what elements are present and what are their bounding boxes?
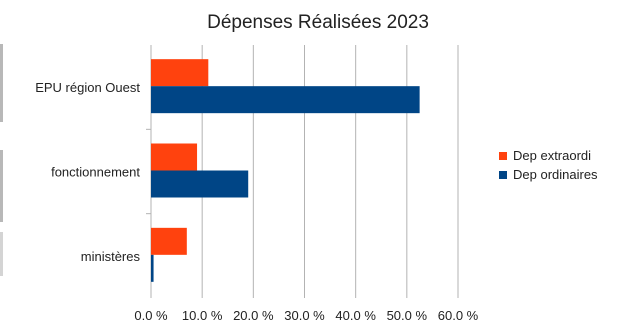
- bar-ordinaires: [151, 170, 249, 198]
- x-tick-label: 10.0 %: [182, 308, 223, 323]
- bar-extraordi: [151, 143, 198, 171]
- x-tick-label: 20.0 %: [233, 308, 274, 323]
- legend-label: Dep extraordi: [513, 148, 592, 163]
- chart-bars: [151, 59, 420, 282]
- window-edge: [0, 44, 3, 122]
- x-tick-label: 0.0 %: [134, 308, 168, 323]
- x-tick-label: 30.0 %: [284, 308, 325, 323]
- tick-labels: 0.0 % 10.0 % 20.0 % 30.0 % 40.0 % 50.0 % 60.0 …: [134, 308, 478, 323]
- legend-item: Dep extraordi: [499, 146, 598, 165]
- category-labels: EPU région Ouest fonctionnement ministères: [35, 80, 140, 264]
- bar-ordinaires: [151, 254, 154, 282]
- legend-swatch: [499, 170, 507, 179]
- category-label: EPU région Ouest: [35, 80, 140, 95]
- chart-title: Dépenses Réalisées 2023: [207, 12, 429, 33]
- legend-item: Dep ordinaires: [499, 165, 598, 184]
- x-tick-label: 60.0 %: [438, 308, 479, 323]
- chart-legend: Dep extraordi Dep ordinaires: [499, 146, 598, 184]
- bar-extraordi: [151, 227, 187, 255]
- window-edge: [0, 232, 3, 276]
- legend-label: Dep ordinaires: [513, 167, 598, 182]
- bar-ordinaires: [151, 86, 420, 114]
- x-tick-label: 50.0 %: [387, 308, 428, 323]
- category-label: ministères: [81, 249, 141, 264]
- category-label: fonctionnement: [51, 165, 140, 180]
- legend-swatch: [499, 151, 507, 160]
- window-edge: [0, 150, 3, 222]
- x-tick-label: 40.0 %: [335, 308, 376, 323]
- bar-extraordi: [151, 59, 209, 87]
